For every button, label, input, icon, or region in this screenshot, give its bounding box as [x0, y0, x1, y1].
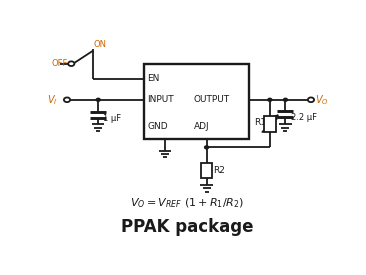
Bar	[143, 64, 249, 139]
Text: OFF: OFF	[51, 59, 68, 68]
Circle shape	[308, 97, 314, 102]
Text: GND: GND	[147, 122, 168, 131]
Circle shape	[68, 61, 74, 66]
Text: 1 µF: 1 µF	[103, 114, 122, 123]
Text: INPUT: INPUT	[147, 95, 174, 104]
Text: 2.2 µF: 2.2 µF	[291, 113, 317, 122]
Text: R2: R2	[213, 166, 225, 175]
Text: EN: EN	[147, 74, 160, 83]
Text: ADJ: ADJ	[194, 122, 210, 131]
Circle shape	[64, 97, 70, 102]
Bar	[264, 116, 276, 131]
Text: OUTPUT: OUTPUT	[194, 95, 230, 104]
Text: $V_I$: $V_I$	[47, 93, 58, 107]
Circle shape	[96, 98, 100, 101]
Text: ON: ON	[94, 40, 107, 49]
Text: $V_O = V_{REF}\ (1 + R_1/R_2)$: $V_O = V_{REF}\ (1 + R_1/R_2)$	[130, 197, 245, 210]
Text: R1: R1	[254, 118, 266, 127]
Text: $V_O$: $V_O$	[315, 93, 328, 107]
Circle shape	[283, 98, 287, 101]
Bar	[201, 163, 212, 178]
Circle shape	[205, 146, 209, 149]
Circle shape	[268, 98, 272, 101]
Text: PPAK package: PPAK package	[121, 218, 254, 236]
